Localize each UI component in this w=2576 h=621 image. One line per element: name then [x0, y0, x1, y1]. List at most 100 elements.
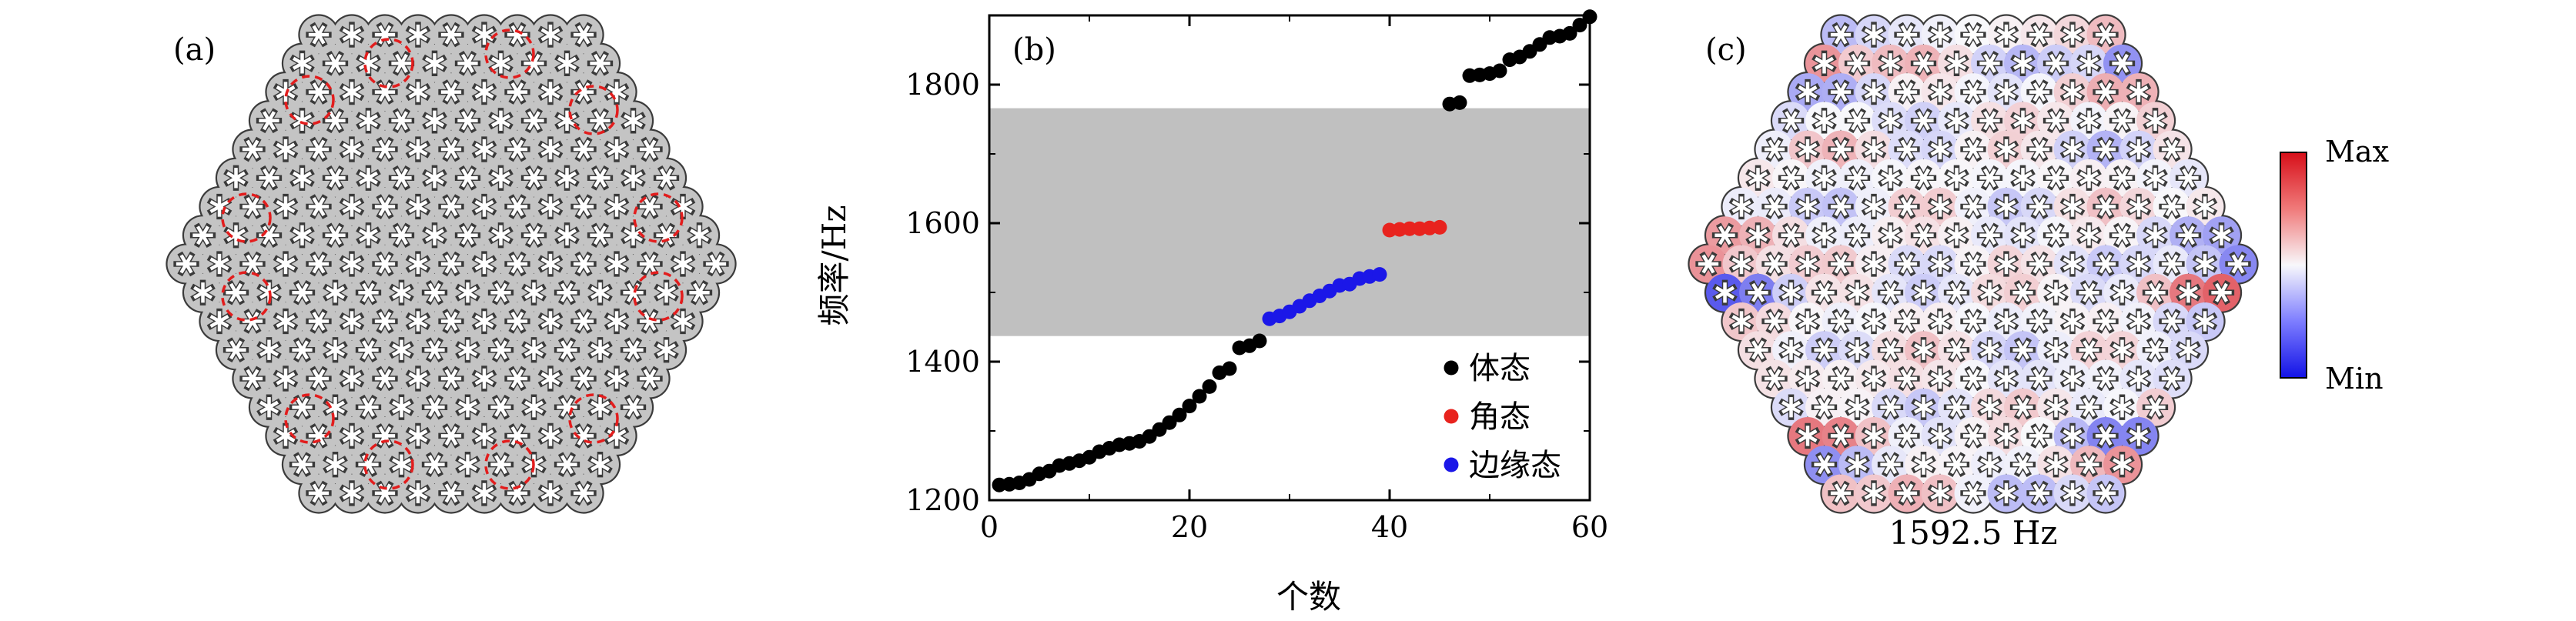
star-cutout-arm [1864, 142, 1884, 156]
star-cutout-arm [1982, 225, 1997, 245]
star-cutout-arm [474, 142, 494, 156]
star-cutout-arm [689, 229, 710, 242]
star-cutout-arm [1979, 458, 2000, 472]
star-cutout-arm [1850, 111, 1865, 131]
star-cutout-arm [2099, 197, 2113, 217]
star-cutout-arm [1751, 282, 1765, 302]
star-cutout-arm [560, 340, 574, 360]
star-cutout-arm [1949, 340, 1964, 360]
star-cutout-arm [424, 114, 445, 128]
star-cutout-arm [557, 171, 577, 185]
star-cutout-arm [259, 400, 279, 414]
star-cutout-arm [1864, 85, 1884, 99]
star-cutout-arm [457, 400, 478, 414]
star-cutout-arm [246, 311, 259, 331]
star-cutout-arm [1814, 229, 1835, 242]
legend-label: 体态 [1469, 351, 1531, 386]
star-cutout-arm [1966, 82, 1980, 102]
star-cutout-arm [460, 53, 475, 73]
star-cutout-arm [474, 372, 494, 386]
star-cutout-arm [1979, 285, 2000, 299]
star-cutout-arm [2231, 254, 2245, 274]
star-cutout-arm [510, 82, 524, 102]
star-cutout-arm [378, 311, 392, 331]
star-cutout-arm [607, 257, 627, 271]
star-cutout-arm [1982, 111, 1997, 131]
star-cutout-arm [295, 282, 309, 302]
star-cutout-arm [1798, 142, 1818, 156]
x-tick-label: 0 [980, 510, 999, 544]
star-cutout-arm [527, 53, 541, 73]
star-cutout-arm [1930, 429, 1950, 442]
corner-state-circle [568, 85, 619, 135]
star-cutout-arm [577, 254, 590, 274]
point-body [1172, 407, 1187, 422]
corner-state-circle [284, 393, 335, 444]
star-cutout-arm [2032, 426, 2046, 446]
star-cutout-arm [1966, 369, 1980, 389]
star-cutout-arm [2079, 229, 2099, 242]
star-cutout-arm [226, 229, 246, 242]
star-cutout-arm [474, 257, 494, 271]
star-cutout-arm [540, 28, 560, 42]
star-cutout-arm [229, 340, 243, 360]
star-cutout-arm [510, 139, 524, 159]
star-cutout-arm [1768, 369, 1781, 389]
star-cutout-arm [540, 257, 560, 271]
star-cutout-arm [2099, 311, 2113, 331]
panel-b-label: (b) [1012, 32, 1056, 68]
star-cutout-arm [408, 28, 428, 42]
star-cutout-arm [2181, 168, 2196, 188]
point-body [1492, 63, 1507, 78]
star-cutout-arm [673, 199, 693, 214]
star-cutout-arm [1768, 311, 1781, 331]
star-cutout-arm [262, 225, 276, 245]
star-cutout-arm [276, 257, 296, 271]
star-cutout-arm [1701, 254, 1715, 274]
point-body [1162, 415, 1177, 430]
star-cutout-arm [295, 455, 309, 475]
point-body [1202, 379, 1217, 394]
star-cutout-arm [540, 372, 560, 386]
star-cutout-arm [276, 372, 296, 386]
star-cutout-arm [2112, 400, 2133, 414]
star-cutout-arm [408, 429, 428, 442]
star-cutout-arm [312, 82, 326, 102]
star-cutout-arm [2211, 229, 2232, 242]
star-cutout-arm [2181, 225, 2196, 245]
star-cutout-arm [325, 285, 346, 299]
star-cutout-arm [312, 311, 326, 331]
star-cutout-arm [2099, 483, 2113, 503]
star-cutout-arm [226, 171, 246, 185]
star-cutout-arm [424, 56, 445, 70]
y-tick-label: 1200 [905, 483, 980, 517]
star-cutout-arm [510, 311, 524, 331]
star-cutout-arm [2046, 400, 2066, 414]
star-cutout-arm [2082, 397, 2096, 417]
star-cutout-arm [1996, 257, 2016, 271]
star-cutout-arm [2079, 114, 2099, 128]
corner-state-circle [221, 192, 272, 243]
x-axis-label: 个数 [1276, 578, 1341, 616]
star-cutout-arm [510, 254, 524, 274]
star-cutout-arm [1781, 285, 1802, 299]
star-cutout-arm [1946, 56, 1967, 70]
star-cutout-arm [2049, 168, 2063, 188]
star-cutout-arm [444, 82, 458, 102]
star-cutout-arm [2165, 139, 2179, 159]
star-cutout-arm [527, 225, 541, 245]
star-cutout-arm [444, 25, 458, 45]
star-cutout-arm [1814, 56, 1835, 70]
star-cutout-arm [2016, 282, 2030, 302]
star-cutout-arm [444, 254, 458, 274]
star-cutout-arm [2148, 397, 2163, 417]
star-cutout-arm [325, 343, 346, 357]
legend-label: 边缘态 [1469, 448, 1561, 483]
star-cutout-arm [1916, 168, 1931, 188]
frequency-caption: 1592.5 Hz [1889, 514, 2057, 552]
star-cutout-arm [1731, 257, 1751, 271]
star-cutout-arm [1847, 458, 1868, 472]
star-cutout-arm [1996, 199, 2016, 214]
star-cutout-arm [593, 53, 607, 73]
star-cutout-arm [312, 254, 326, 274]
